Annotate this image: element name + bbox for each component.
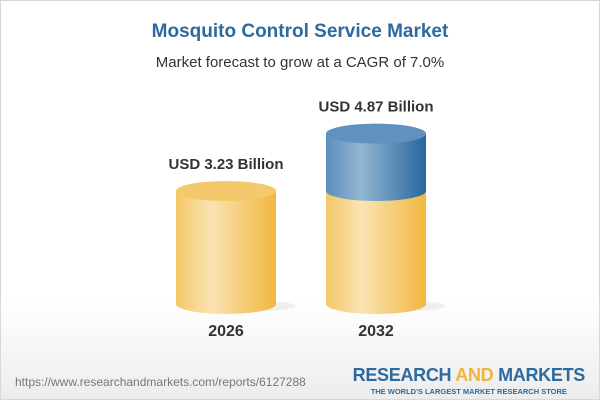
- bar-growth-top: [326, 123, 426, 144]
- bar-2026-body: [176, 191, 276, 314]
- chart-title: Mosquito Control Service Market: [151, 21, 449, 42]
- data-label: USD 3.23 Billion: [168, 156, 283, 173]
- bar-growth-body: [326, 133, 426, 201]
- x-tick-label: 2032: [358, 323, 394, 340]
- data-label: USD 4.87 Billion: [318, 99, 433, 116]
- source-url[interactable]: https://www.researchandmarkets.com/repor…: [15, 375, 306, 389]
- logo: RESEARCH AND MARKETS THE WORLD'S LARGEST…: [352, 365, 586, 396]
- x-tick-label: 2026: [208, 323, 244, 340]
- logo-tagline: THE WORLD'S LARGEST MARKET RESEARCH STOR…: [370, 387, 567, 396]
- chart-subtitle: Market forecast to grow at a CAGR of 7.0…: [155, 54, 445, 71]
- bar-base-body: [326, 191, 426, 314]
- bar-2026-top: [176, 181, 276, 201]
